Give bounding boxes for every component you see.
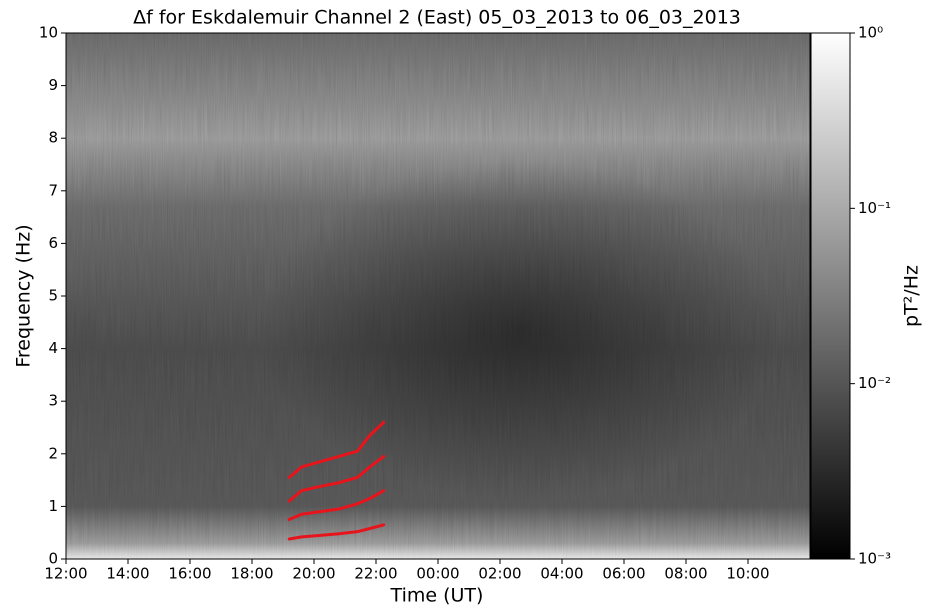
y-tick-label: 8 (48, 129, 58, 147)
y-tick-label: 3 (48, 392, 58, 410)
traced-line (287, 523, 386, 541)
x-tick-label: 08:00 (664, 565, 707, 583)
spectrogram-image (66, 33, 810, 559)
chart-title: Δf for Eskdalemuir Channel 2 (East) 05_0… (133, 7, 741, 29)
x-tick-label: 06:00 (602, 565, 645, 583)
colorbar-tick-label: 10⁻² (858, 374, 891, 392)
x-tick-label: 00:00 (416, 565, 459, 583)
colorbar-label: pT²/Hz (901, 265, 923, 327)
x-tick-label: 20:00 (292, 565, 335, 583)
traced-line (287, 420, 386, 479)
y-tick-label: 6 (48, 234, 58, 252)
y-tick-label: 1 (48, 497, 58, 515)
y-tick-label: 2 (48, 444, 58, 462)
x-axis-label: Time (UT) (390, 585, 484, 607)
x-tick-label: 22:00 (354, 565, 397, 583)
y-tick-label: 9 (48, 76, 58, 94)
y-tick-label: 5 (48, 287, 58, 305)
traced-line (287, 489, 386, 522)
y-tick-label: 7 (48, 181, 58, 199)
y-axis-label: Frequency (Hz) (13, 224, 35, 367)
colorbar (810, 32, 851, 560)
y-tick-label: 10 (39, 24, 58, 42)
y-tick-label: 0 (48, 550, 58, 568)
traced-line (287, 454, 386, 503)
x-tick-label: 14:00 (106, 565, 149, 583)
spectrogram-shading (260, 160, 780, 500)
x-tick-label: 18:00 (230, 565, 273, 583)
x-tick-label: 02:00 (478, 565, 521, 583)
y-tick-label: 4 (48, 339, 58, 357)
colorbar-tick-label: 10⁰ (858, 24, 883, 42)
colorbar-tick-label: 10⁻¹ (858, 199, 891, 217)
x-tick-label: 04:00 (540, 565, 583, 583)
colorbar-tick-label: 10⁻³ (858, 550, 891, 568)
x-tick-label: 12:00 (44, 565, 87, 583)
x-tick-label: 16:00 (168, 565, 211, 583)
x-tick-label: 10:00 (726, 565, 769, 583)
